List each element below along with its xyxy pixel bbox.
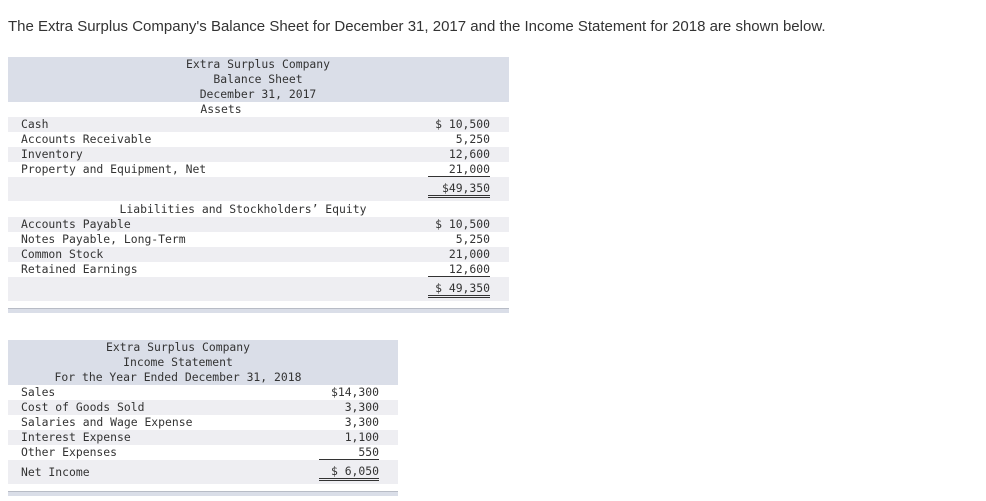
- balance-sheet-company: Extra Surplus Company: [185, 57, 330, 71]
- total-row: $ 49,350: [8, 277, 509, 301]
- income-statement-company: Extra Surplus Company: [105, 340, 250, 354]
- balance-sheet-title: Balance Sheet: [213, 72, 303, 86]
- blank-row: [8, 301, 509, 307]
- assets-total: $49,350: [428, 181, 490, 198]
- row-label: Retained Earnings: [21, 262, 138, 276]
- table-row: Interest Expense 1,100: [8, 430, 398, 445]
- net-income-label: Net Income: [21, 465, 90, 479]
- table-row: Common Stock 21,000: [8, 247, 509, 262]
- table-row: Inventory 12,600: [8, 147, 509, 162]
- total-row: $49,350: [8, 177, 509, 201]
- row-label: Common Stock: [21, 247, 104, 261]
- income-statement-period: For the Year Ended December 31, 2018: [54, 370, 302, 384]
- row-value: 5,250: [455, 132, 490, 146]
- table-row: Notes Payable, Long-Term 5,250: [8, 232, 509, 247]
- row-label: Cash: [21, 117, 49, 131]
- row-label: Accounts Receivable: [21, 132, 152, 146]
- liabilities-heading: Liabilities and Stockholders’ Equity: [119, 202, 367, 216]
- net-income-value: $ 6,050: [319, 464, 379, 481]
- row-label: Notes Payable, Long-Term: [21, 232, 186, 246]
- row-value: 1,100: [344, 430, 379, 444]
- row-value: $ 10,500: [435, 217, 490, 231]
- row-value: 12,600: [448, 147, 490, 161]
- row-value: 21,000: [428, 162, 490, 177]
- assets-heading: Assets: [200, 102, 242, 116]
- row-value: 5,250: [455, 232, 490, 246]
- row-value: 21,000: [448, 247, 490, 261]
- income-statement-header: [8, 340, 398, 385]
- total-row: Net Income $ 6,050: [8, 460, 398, 484]
- table-row: Sales $14,300: [8, 385, 398, 400]
- row-label: Cost of Goods Sold: [21, 400, 145, 414]
- row-label: Sales: [21, 385, 56, 399]
- row-label: Interest Expense: [21, 430, 131, 444]
- table-row: Accounts Payable $ 10,500: [8, 217, 509, 232]
- income-statement-title: Income Statement: [123, 355, 233, 369]
- table-row: Accounts Receivable 5,250: [8, 132, 509, 147]
- table-row: Other Expenses 550: [8, 445, 398, 460]
- row-value: $14,300: [330, 385, 379, 399]
- balance-sheet-header: [8, 57, 509, 102]
- table-row: Cash $ 10,500: [8, 117, 509, 132]
- row-value: 3,300: [344, 400, 379, 414]
- table-row: Salaries and Wage Expense 3,300: [8, 415, 398, 430]
- row-label: Inventory: [21, 147, 83, 161]
- row-label: Accounts Payable: [21, 217, 131, 231]
- table-footer-bar: [8, 308, 509, 313]
- liabilities-total: $ 49,350: [428, 281, 490, 298]
- intro-text: The Extra Surplus Company's Balance Shee…: [8, 18, 826, 35]
- row-label: Property and Equipment, Net: [21, 162, 207, 176]
- row-label: Salaries and Wage Expense: [21, 415, 193, 429]
- table-row: Cost of Goods Sold 3,300: [8, 400, 398, 415]
- income-statement-table: Extra Surplus Company Income Statement F…: [8, 340, 398, 501]
- table-row: Property and Equipment, Net 21,000: [8, 162, 509, 177]
- balance-sheet-table: Extra Surplus Company Balance Sheet Dece…: [8, 57, 509, 315]
- row-label: Other Expenses: [21, 445, 118, 459]
- row-value: $ 10,500: [435, 117, 490, 131]
- row-value: 550: [319, 445, 379, 460]
- row-value: 12,600: [428, 262, 490, 277]
- table-footer-bar: [8, 491, 398, 496]
- table-row: Retained Earnings 12,600: [8, 262, 509, 277]
- row-value: 3,300: [344, 415, 379, 429]
- balance-sheet-date: December 31, 2017: [199, 87, 317, 101]
